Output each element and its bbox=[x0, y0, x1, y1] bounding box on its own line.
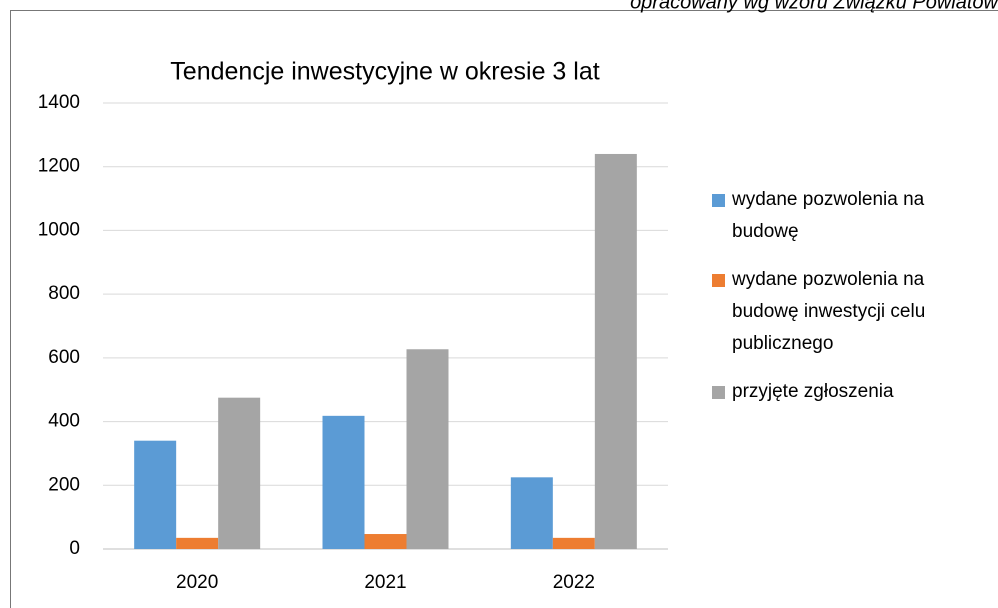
y-tick-label: 800 bbox=[48, 283, 80, 304]
legend-swatch bbox=[712, 386, 725, 399]
bar bbox=[594, 153, 637, 549]
y-tick-label: 1400 bbox=[38, 92, 80, 113]
y-tick-label: 0 bbox=[69, 538, 80, 559]
bar bbox=[176, 537, 219, 549]
bar bbox=[322, 415, 365, 549]
legend-swatch bbox=[712, 274, 725, 287]
y-tick-label: 400 bbox=[48, 411, 80, 432]
x-tick-label: 2022 bbox=[553, 572, 595, 593]
x-tick-label: 2020 bbox=[176, 572, 218, 593]
legend-label: wydane pozwolenia na budowę inwestycji c… bbox=[731, 269, 931, 354]
bar bbox=[364, 534, 407, 549]
legend-line: publicznego bbox=[732, 333, 833, 354]
y-tick-label: 1000 bbox=[38, 219, 80, 240]
legend-line: budowę inwestycji celu bbox=[732, 301, 931, 322]
legend-line: budowę bbox=[732, 221, 799, 242]
bar bbox=[510, 477, 553, 549]
bar bbox=[134, 440, 177, 549]
legend-line: wydane pozwolenia na bbox=[731, 189, 930, 210]
caption: opracowany wg wzoru Związku Powiatów bbox=[630, 0, 998, 13]
chart-title: Tendencje inwestycyjne w okresie 3 lat bbox=[170, 58, 599, 86]
legend-label: wydane pozwolenia na budowę bbox=[731, 189, 930, 242]
bar bbox=[218, 397, 261, 549]
legend-swatch bbox=[712, 194, 725, 207]
x-tick-label: 2021 bbox=[364, 572, 406, 593]
legend-line: wydane pozwolenia na bbox=[731, 269, 930, 290]
y-tick-label: 1200 bbox=[38, 156, 80, 177]
y-tick-label: 600 bbox=[48, 347, 80, 368]
bar bbox=[552, 537, 595, 549]
legend-line: przyjęte zgłoszenia bbox=[732, 381, 894, 402]
legend-label: przyjęte zgłoszenia bbox=[732, 381, 894, 402]
y-tick-label: 200 bbox=[48, 474, 80, 495]
bar bbox=[406, 349, 449, 549]
